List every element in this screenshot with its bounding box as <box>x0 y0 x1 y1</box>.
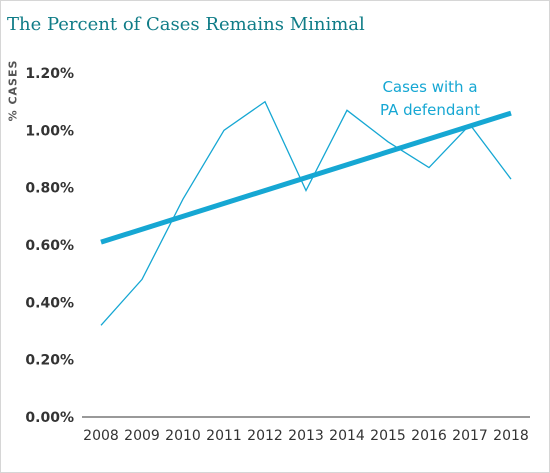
x-ticks: 2008 2009 2010 2011 2012 2013 2014 2015 2016 2017… <box>83 428 529 444</box>
x-tick-label: 2010 <box>165 428 201 444</box>
x-tick-label: 2015 <box>370 428 406 444</box>
y-tick-label: 1.00% <box>25 123 74 139</box>
annotation-line-1: Cases with a <box>382 78 477 96</box>
y-tick-label: 0.20% <box>25 353 74 369</box>
x-tick-label: 2009 <box>124 428 160 444</box>
x-tick-label: 2013 <box>288 428 324 444</box>
y-tick-label: 0.80% <box>25 181 74 197</box>
x-tick-label: 2016 <box>411 428 447 444</box>
y-ticks: 0.00% 0.20% 0.40% 0.60% 0.80% 1.00% 1.20% <box>25 66 74 426</box>
x-tick-label: 2011 <box>206 428 242 444</box>
x-tick-label: 2008 <box>83 428 119 444</box>
annotation-line-2: PA defendant <box>380 101 480 119</box>
x-tick-label: 2012 <box>247 428 283 444</box>
x-tick-label: 2014 <box>329 428 365 444</box>
y-tick-label: 0.60% <box>25 238 74 254</box>
series-line <box>100 100 512 326</box>
x-tick-label: 2018 <box>493 428 529 444</box>
x-tick-label: 2017 <box>452 428 488 444</box>
y-tick-label: 0.40% <box>25 295 74 311</box>
trend-line <box>100 110 512 245</box>
y-tick-label: 0.00% <box>25 410 74 426</box>
chart-title: The Percent of Cases Remains Minimal <box>7 14 365 35</box>
y-tick-label: 1.20% <box>25 66 74 82</box>
